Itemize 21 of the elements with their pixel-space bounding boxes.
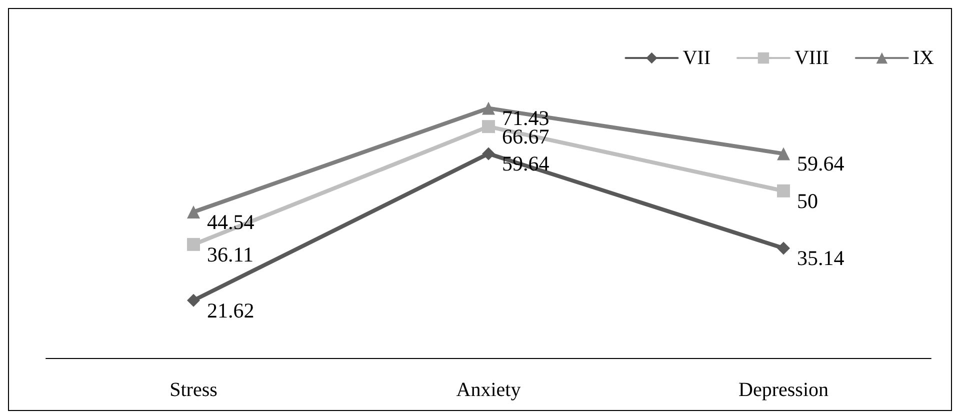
point: [482, 147, 495, 160]
point: [777, 147, 790, 160]
x-tick-label: Anxiety: [456, 379, 521, 401]
point: [777, 184, 790, 198]
x-tick-label: Stress: [170, 379, 218, 401]
data-label: 36.11: [207, 242, 254, 266]
point: [777, 242, 790, 255]
point: [187, 294, 200, 307]
point: [482, 120, 495, 134]
point: [187, 238, 200, 251]
data-label: 50: [797, 188, 818, 213]
legend-label: VIII: [794, 47, 829, 69]
legend-label: VII: [682, 47, 710, 69]
data-label: 44.54: [207, 210, 255, 234]
point: [482, 102, 495, 115]
data-label: 21.62: [207, 298, 254, 322]
point: [187, 205, 200, 218]
data-label: 35.14: [797, 246, 845, 270]
x-tick-label: Depression: [738, 379, 828, 401]
legend-label: IX: [912, 47, 935, 69]
data-label: 59.64: [797, 152, 845, 176]
